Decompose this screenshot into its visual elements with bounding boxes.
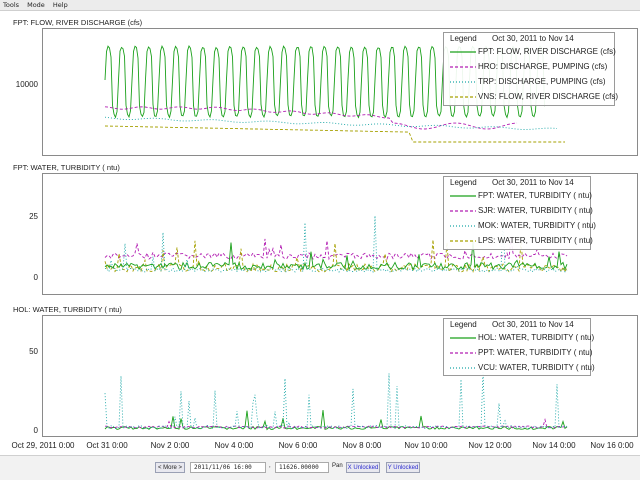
panel-2-ytick-0: 0 bbox=[33, 273, 38, 282]
legend-label: LPS: WATER, TURBIDITY ( ntu) bbox=[478, 236, 593, 245]
legend-range: Oct 30, 2011 to Nov 14 bbox=[492, 320, 574, 329]
legend-entry: LPS: WATER, TURBIDITY ( ntu) bbox=[444, 234, 593, 249]
legend-entry: TRP: DISCHARGE, PUMPING (cfs) bbox=[444, 75, 614, 90]
pan-label: Pan bbox=[332, 463, 343, 469]
legend-label: MOK: WATER, TURBIDITY ( ntu) bbox=[478, 221, 596, 230]
panel-1-title: FPT: FLOW, RIVER DISCHARGE (cfs) bbox=[13, 18, 143, 27]
panel-3-ytick-50: 50 bbox=[29, 347, 38, 356]
x-tick: Oct 29, 2011 0:00 bbox=[11, 441, 75, 450]
field-separator: , bbox=[269, 463, 271, 469]
x-tick: Nov 14 0:00 bbox=[532, 441, 576, 450]
legend-entry: MOK: WATER, TURBIDITY ( ntu) bbox=[444, 219, 596, 234]
x-tick: Nov 8 0:00 bbox=[342, 441, 382, 450]
time-field[interactable]: 2011/11/06 16:00 bbox=[190, 462, 266, 473]
legend-label: VCU: WATER, TURBIDITY ( ntu) bbox=[478, 363, 595, 372]
panel-1-ytick-10000: 10000 bbox=[15, 80, 38, 89]
legend-label: VNS: FLOW, RIVER DISCHARGE (cfs) bbox=[478, 92, 619, 101]
x-tick: Nov 16 0:00 bbox=[590, 441, 634, 450]
legend-entry: FPT: FLOW, RIVER DISCHARGE (cfs) bbox=[444, 45, 616, 60]
legend-label: TRP: DISCHARGE, PUMPING (cfs) bbox=[478, 77, 606, 86]
x-tick: Nov 2 0:00 bbox=[150, 441, 190, 450]
legend-title: Legend bbox=[450, 178, 477, 187]
legend-entry: HRO: DISCHARGE, PUMPING (cfs) bbox=[444, 60, 614, 75]
panel-2-title: FPT: WATER, TURBIDITY ( ntu) bbox=[13, 163, 120, 172]
legend-entry: PPT: WATER, TURBIDITY ( ntu) bbox=[444, 346, 593, 361]
x-tick: Oct 31 0:00 bbox=[86, 441, 128, 450]
legend-entry: HOL: WATER, TURBIDITY ( ntu) bbox=[444, 331, 594, 346]
control-bar: < More > 2011/11/06 16:00 , 11626.00000 … bbox=[0, 455, 640, 480]
series-vns-flow bbox=[104, 125, 565, 143]
series-hro-pumping bbox=[104, 106, 518, 130]
x-tick: Nov 10 0:00 bbox=[404, 441, 448, 450]
series-vcu-turbidity bbox=[104, 371, 568, 430]
legend-label: SJR: WATER, TURBIDITY ( ntu) bbox=[478, 206, 593, 215]
panel-3-title: HOL: WATER, TURBIDITY ( ntu) bbox=[13, 305, 122, 314]
menu-mode[interactable]: Mode bbox=[27, 1, 45, 9]
panel-2-legend[interactable]: Legend Oct 30, 2011 to Nov 14 FPT: WATER,… bbox=[443, 176, 596, 250]
menu-help[interactable]: Help bbox=[52, 1, 68, 9]
legend-label: HOL: WATER, TURBIDITY ( ntu) bbox=[478, 333, 595, 342]
menu-tools[interactable]: Tools bbox=[3, 1, 20, 9]
legend-title: Legend bbox=[450, 320, 477, 329]
legend-title: Legend bbox=[450, 34, 477, 43]
menu-bar: Tools Mode Help bbox=[0, 0, 640, 11]
value-field[interactable]: 11626.00000 bbox=[275, 462, 329, 473]
panel-2-ytick-25: 25 bbox=[29, 212, 38, 221]
legend-range: Oct 30, 2011 to Nov 14 bbox=[492, 178, 574, 187]
x-tick: Nov 4 0:00 bbox=[214, 441, 254, 450]
y-lock-button[interactable]: Y Unlocked bbox=[386, 462, 420, 473]
x-tick: Nov 12 0:00 bbox=[468, 441, 512, 450]
more-button[interactable]: < More > bbox=[155, 462, 185, 473]
legend-entry: VCU: WATER, TURBIDITY ( ntu) bbox=[444, 361, 595, 376]
series-ppt-turbidity bbox=[105, 417, 568, 429]
legend-entry: VNS: FLOW, RIVER DISCHARGE (cfs) bbox=[444, 90, 618, 105]
legend-label: FPT: FLOW, RIVER DISCHARGE (cfs) bbox=[478, 47, 616, 56]
panel-3-legend[interactable]: Legend Oct 30, 2011 to Nov 14 HOL: WATER,… bbox=[443, 318, 595, 376]
panel-1-legend[interactable]: Legend Oct 30, 2011 to Nov 14 FPT: FLOW, … bbox=[443, 32, 618, 106]
series-mok-turbidity bbox=[104, 213, 568, 274]
legend-label: HRO: DISCHARGE, PUMPING (cfs) bbox=[478, 62, 608, 71]
series-trp-pumping bbox=[104, 116, 558, 130]
series-fpt-turbidity bbox=[104, 240, 568, 272]
x-tick: Nov 6 0:00 bbox=[278, 441, 318, 450]
panel-3-ytick-0: 0 bbox=[33, 426, 38, 435]
legend-label: PPT: WATER, TURBIDITY ( ntu) bbox=[478, 348, 593, 357]
legend-range: Oct 30, 2011 to Nov 14 bbox=[492, 34, 574, 43]
x-lock-button[interactable]: X Unlocked bbox=[346, 462, 380, 473]
legend-label: FPT: WATER, TURBIDITY ( ntu) bbox=[478, 191, 592, 200]
legend-entry: SJR: WATER, TURBIDITY ( ntu) bbox=[444, 204, 593, 219]
legend-entry: FPT: WATER, TURBIDITY ( ntu) bbox=[444, 189, 592, 204]
